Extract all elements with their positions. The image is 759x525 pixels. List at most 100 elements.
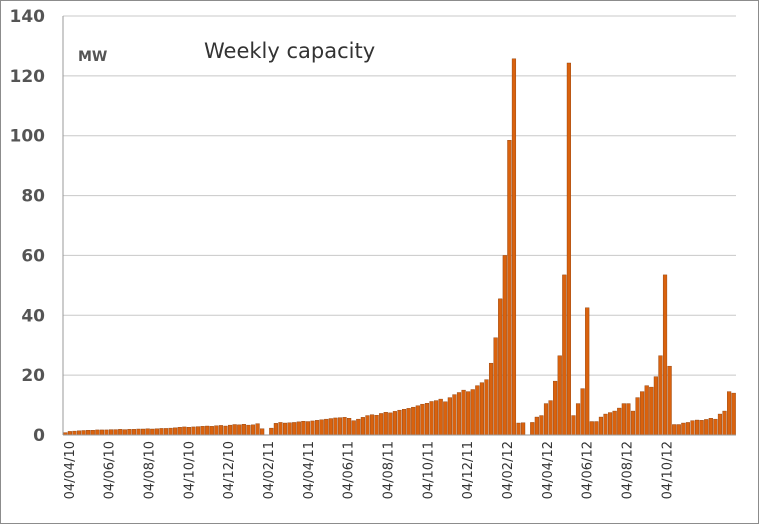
- bar-series: [63, 58, 736, 436]
- bar: [154, 428, 159, 436]
- x-tick-label: 04/06/10: [103, 441, 118, 499]
- bar: [305, 421, 311, 436]
- bar: [557, 355, 562, 436]
- bar: [81, 430, 86, 436]
- bar: [287, 422, 292, 436]
- axes: [62, 16, 736, 436]
- x-tick-label: 04/10/10: [182, 441, 197, 499]
- bar: [191, 426, 196, 436]
- bar: [113, 429, 118, 436]
- bar: [731, 392, 736, 436]
- bar: [713, 418, 718, 436]
- bar: [369, 414, 375, 436]
- bar: [511, 58, 517, 436]
- bar: [507, 139, 512, 436]
- bar: [695, 419, 700, 436]
- bar: [232, 424, 237, 436]
- bar: [443, 401, 448, 436]
- bar: [310, 420, 315, 436]
- y-tick-labels: 0 20 40 60 80 100 120 140: [10, 7, 46, 446]
- bar: [168, 427, 173, 436]
- x-tick-label: 04/04/12: [541, 441, 556, 499]
- bar: [86, 430, 91, 436]
- bar: [640, 391, 645, 436]
- bar: [241, 424, 246, 436]
- bar: [672, 424, 677, 436]
- bar: [717, 413, 723, 436]
- bar: [727, 391, 732, 436]
- x-tick-label: 04/04/10: [63, 441, 78, 499]
- bar: [301, 421, 306, 436]
- bar: [539, 415, 544, 436]
- bar: [521, 422, 526, 436]
- bar: [562, 274, 567, 436]
- bar: [438, 398, 443, 436]
- bar: [228, 424, 233, 436]
- x-tick-label: 04/02/11: [262, 441, 277, 499]
- bar: [704, 419, 709, 436]
- bar: [324, 418, 329, 436]
- bar: [685, 422, 690, 436]
- bar: [145, 428, 150, 436]
- bar: [690, 420, 695, 436]
- bar: [699, 420, 704, 436]
- bar: [90, 430, 95, 436]
- bar: [374, 415, 379, 436]
- bar: [250, 424, 256, 436]
- bar: [163, 428, 169, 436]
- bar: [420, 403, 425, 436]
- bar: [621, 403, 626, 436]
- bar: [571, 415, 576, 436]
- bar: [95, 429, 100, 436]
- chart-title: Weekly capacity: [204, 39, 375, 63]
- bar: [406, 408, 411, 436]
- bar: [356, 418, 361, 436]
- unit-label: MW: [78, 49, 107, 65]
- bar: [209, 426, 214, 436]
- bar: [594, 421, 599, 436]
- bar: [658, 355, 663, 436]
- bar: [667, 365, 672, 436]
- y-tick-label: 140: [10, 7, 46, 27]
- bar: [392, 411, 397, 436]
- bar: [205, 425, 210, 436]
- bar: [502, 255, 507, 436]
- bar: [612, 410, 617, 436]
- bar: [347, 418, 352, 436]
- bar: [598, 416, 604, 436]
- bar: [708, 418, 713, 436]
- bar: [434, 400, 439, 436]
- bar: [447, 397, 452, 436]
- bar: [662, 274, 668, 436]
- y-tick-label: 100: [10, 127, 46, 147]
- bar: [108, 429, 114, 436]
- bar: [141, 428, 146, 436]
- bar: [566, 62, 571, 436]
- bar: [585, 307, 590, 436]
- bar: [278, 422, 283, 436]
- bar: [649, 386, 654, 436]
- gridlines: [63, 15, 736, 376]
- bar: [136, 428, 141, 436]
- bar: [493, 337, 498, 436]
- y-tick-label: 40: [21, 306, 45, 326]
- bar: [195, 426, 201, 436]
- bar: [383, 412, 388, 436]
- bar: [131, 429, 137, 436]
- x-tick-label: 04/06/12: [581, 441, 596, 499]
- bar: [186, 427, 191, 436]
- bar: [260, 428, 265, 436]
- bar: [379, 413, 384, 436]
- bar: [456, 392, 462, 436]
- bar: [351, 420, 356, 436]
- x-tick-label: 04/08/10: [143, 441, 158, 499]
- bar: [292, 422, 297, 436]
- bar: [617, 407, 622, 436]
- bar: [516, 422, 521, 436]
- bar: [328, 418, 333, 436]
- bar: [461, 389, 466, 436]
- bar: [475, 385, 480, 436]
- bar: [484, 379, 489, 436]
- y-tick-label: 80: [21, 187, 45, 207]
- bar: [159, 428, 164, 436]
